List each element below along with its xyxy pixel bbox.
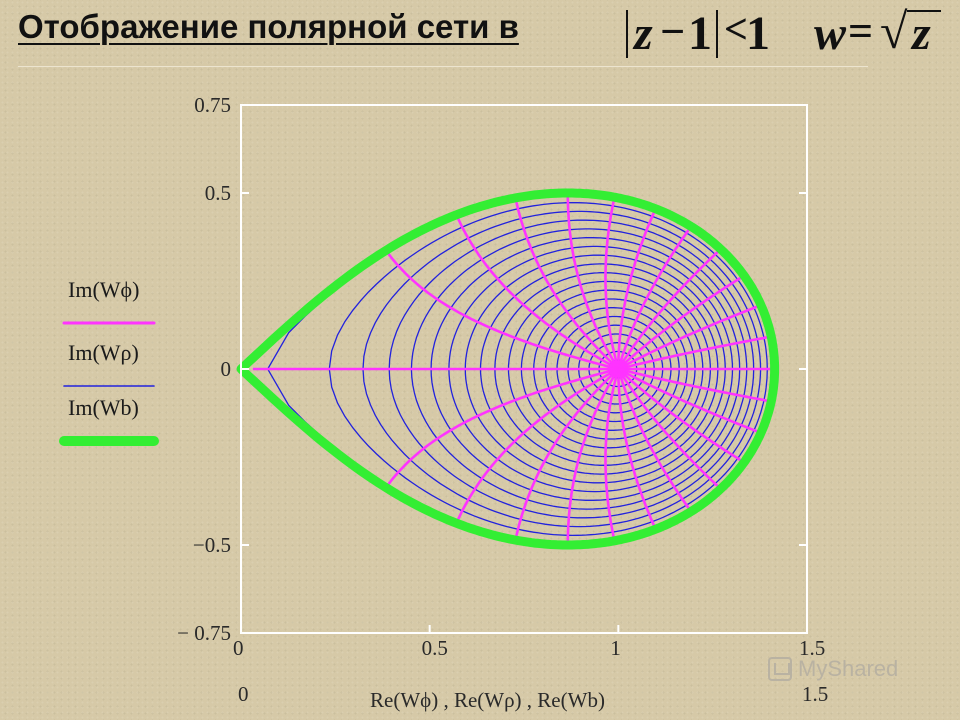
watermark-text: MyShared: [798, 656, 899, 681]
ray-image-line: [617, 248, 722, 370]
formula-minus: −: [660, 7, 686, 56]
ray-image-line: [617, 335, 772, 371]
x-range-min-label: 0: [238, 682, 249, 706]
tick-labels: 0 0.5 1 1.5 0.75 0.5 0 −0.5 − 0.75: [177, 93, 825, 660]
ray-image-line: [514, 368, 620, 541]
y-tick-label: 0: [221, 357, 232, 381]
ray-image-line: [617, 367, 772, 403]
polar-grid: [236, 188, 780, 550]
formula-one-rhs: 1: [746, 7, 770, 60]
ray-image-line: [616, 208, 657, 369]
ray-image-line: [617, 274, 745, 370]
y-tick-label: −0.5: [193, 533, 231, 557]
y-tick-label: 0.5: [205, 181, 231, 205]
ray-image-line: [617, 303, 762, 371]
formula-less-than: <: [724, 7, 748, 53]
ray-image-line: [385, 249, 619, 371]
ray-image-line: [455, 214, 619, 371]
ray-image-line: [514, 197, 620, 370]
legend-label: Im(Wb): [68, 395, 139, 420]
presentation-icon: [768, 657, 792, 681]
abs-bar-right: [716, 10, 718, 58]
abs-bar-left: [626, 10, 628, 58]
ray-image-line: [617, 368, 693, 513]
ray-image-line: [385, 367, 619, 489]
x-tick-label: 0: [233, 636, 244, 660]
ray-image-line: [616, 369, 657, 530]
formula-z: z: [634, 7, 653, 60]
ray-image-line: [617, 225, 693, 370]
formula-w: w: [814, 7, 847, 60]
x-tick-label: 1.5: [799, 636, 825, 660]
page-title: Отображение полярной сети в: [18, 8, 519, 45]
watermark: MyShared: [768, 656, 898, 682]
sqrt-vinculum: [907, 10, 941, 12]
ray-image-line: [455, 367, 619, 524]
ray-image-line: [566, 193, 620, 370]
ray-image-line: [617, 368, 722, 490]
ray-image-line: [566, 368, 620, 545]
ray-image-line: [617, 368, 745, 464]
x-axis-label: Re(Wϕ) , Re(Wρ) , Re(Wb): [370, 688, 605, 712]
ray-image-line: [604, 368, 620, 541]
formula-sqrt: √: [880, 3, 908, 59]
title-underline-rule: [18, 66, 868, 67]
x-tick-label: 1: [610, 636, 621, 660]
x-tick-label: 0.5: [422, 636, 448, 660]
x-range-max-label: 1.5: [802, 682, 828, 706]
legend: Im(Wϕ) Im(Wρ) Im(Wb): [59, 277, 159, 446]
formula-equals: =: [848, 7, 874, 56]
ticks: [240, 104, 808, 634]
ray-image-line: [604, 197, 620, 370]
y-tick-label: − 0.75: [177, 621, 231, 645]
y-tick-label: 0.75: [194, 93, 231, 117]
legend-label: Im(Wϕ): [68, 277, 139, 302]
legend-label: Im(Wρ): [68, 340, 139, 365]
formula-z-radicand: z: [912, 7, 931, 60]
ray-image-line: [617, 367, 762, 435]
formula-one: 1: [688, 7, 712, 60]
